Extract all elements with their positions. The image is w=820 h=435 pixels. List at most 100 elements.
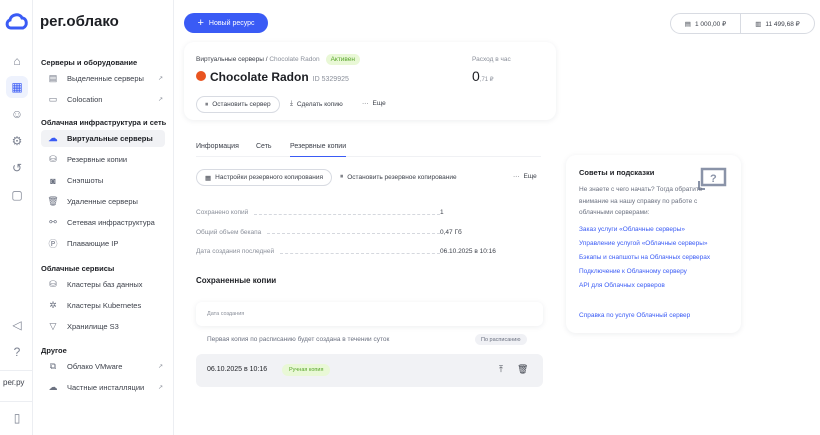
- database-icon: ⛁: [49, 279, 57, 289]
- panel-toggle-icon[interactable]: ▯: [13, 411, 21, 425]
- tabs: Информация Сеть Резервные копии: [196, 143, 541, 157]
- kubernetes-icon: ✲: [49, 300, 57, 310]
- history-icon[interactable]: ↺: [11, 161, 23, 175]
- backup-icon: ⛁: [49, 154, 57, 164]
- stat-row: Сохранено копий: [196, 209, 446, 216]
- backup-more-button[interactable]: ··· Еще: [513, 173, 537, 180]
- rack-icon: ▭: [48, 94, 58, 104]
- tips-card: Советы и подсказки ? Не знаете с чего на…: [566, 155, 741, 333]
- balance-bonus[interactable]: ▥ 11 499,68 ₽: [755, 20, 800, 28]
- sidebar-item[interactable]: Ⓟ Плавающие IP: [41, 235, 165, 252]
- copy-type-badge: Ручная копия: [282, 364, 331, 376]
- tip-link[interactable]: API для Облачных серверов: [579, 282, 665, 289]
- grid-icon[interactable]: ▦: [6, 76, 28, 98]
- sidebar-item[interactable]: ☁ Виртуальные серверы: [41, 130, 165, 147]
- external-link-icon: ↗: [157, 97, 163, 103]
- stat-value: 1: [440, 209, 444, 216]
- new-resource-button[interactable]: + Новый ресурс: [184, 13, 268, 33]
- server-icon: ▤: [48, 73, 58, 83]
- sidebar-item[interactable]: ▤ Выделенные серверы ↗: [41, 70, 165, 87]
- breadcrumb-parent[interactable]: Виртуальные серверы: [196, 56, 264, 63]
- plus-icon: +: [197, 17, 204, 29]
- document-user-icon[interactable]: ▢: [11, 188, 23, 202]
- tip-link[interactable]: Бэкапы и снапшоты на Облачных серверах: [579, 254, 711, 261]
- backup-settings-button[interactable]: ▦ Настройки резервного копирования: [196, 169, 333, 186]
- camera-icon: ◙: [50, 175, 56, 186]
- nav-section-title: Облачная инфраструктура и сеть: [41, 118, 167, 127]
- sidebar-item[interactable]: ◙ Снэпшоты: [41, 172, 165, 189]
- trash-icon[interactable]: 🗑: [517, 364, 529, 374]
- stop-server-button[interactable]: ⏸ Остановить сервер: [196, 96, 280, 113]
- sidebar-item[interactable]: ⧉ Облако VMware ↗: [41, 358, 165, 375]
- tab-backups[interactable]: Резервные копии: [290, 143, 347, 157]
- balance-main[interactable]: ▤ 1 000,00 ₽: [671, 14, 741, 33]
- sidebar-item[interactable]: ⚯ Сетевая инфраструктура: [41, 214, 165, 231]
- megaphone-icon[interactable]: ◁: [12, 318, 22, 332]
- ellipsis-icon: ···: [362, 100, 369, 107]
- sidebar-item[interactable]: ▽ Хранилище S3: [41, 318, 165, 335]
- stat-value: 06.10.2025 в 10:16: [440, 248, 496, 255]
- logo-cloud-icon[interactable]: [5, 12, 28, 30]
- tip-link[interactable]: Подключение к Облачному серверу: [579, 268, 687, 275]
- cloud-icon: ☁: [48, 133, 58, 143]
- regru-link[interactable]: рег.ру: [3, 378, 25, 387]
- nav-section-title: Другое: [41, 346, 67, 355]
- make-copy-button[interactable]: ⤓ Сделать копию: [290, 100, 343, 108]
- ubuntu-icon: [196, 71, 206, 81]
- tip-link[interactable]: Управление услугой «Облачные серверы»: [579, 240, 708, 247]
- restore-icon[interactable]: ⤒: [499, 364, 503, 374]
- sidebar-item[interactable]: 🗑 Удаленные серверы: [47, 196, 138, 206]
- breadcrumb: Виртуальные серверы / Chocolate Radon Ак…: [196, 54, 361, 65]
- sidebar-item[interactable]: ⛁ Кластеры баз данных: [41, 276, 165, 293]
- scheduled-badge: По расписанию: [475, 334, 527, 345]
- sidebar-item[interactable]: ⛁ Резервные копии: [41, 151, 165, 168]
- bucket-icon: ▽: [49, 321, 57, 331]
- vmware-icon: ⧉: [49, 361, 57, 371]
- hourly-cost: 0,71 ₽: [472, 68, 494, 84]
- ip-icon: Ⓟ: [48, 239, 58, 249]
- sidebar: рег.облако Серверы и оборудование ▤ Выделе…: [33, 0, 174, 435]
- tab-info[interactable]: Информация: [196, 143, 239, 150]
- network-icon: ⚯: [49, 217, 57, 227]
- pause-icon: ⏸: [205, 100, 209, 108]
- icon-rail: ⌂ ▦ ☺ ⚙ ↺ ▢ ◁ ? рег.ру ▯: [0, 0, 33, 435]
- wallet-icon: ▥: [755, 20, 762, 28]
- external-link-icon: ↗: [157, 76, 163, 82]
- server-title: Chocolate Radon ID 5329925: [196, 70, 349, 84]
- stat-row: Общий объем бекапа: [196, 229, 446, 236]
- stop-backup-button[interactable]: ⏸ Остановить резервное копирование: [340, 173, 457, 181]
- tip-link[interactable]: Заказ услуги «Облачные серверы»: [579, 226, 685, 233]
- coins-icon: ▤: [684, 20, 691, 28]
- table-row: 06.10.2025 в 10:16 Ручная копия ⤒ 🗑: [196, 354, 543, 387]
- cloud-install-icon: ☁: [48, 382, 58, 392]
- brand-name: рег.облако: [40, 13, 119, 30]
- scheduled-note: Первая копия по расписанию будет создана…: [207, 336, 390, 343]
- status-badge: Активен: [325, 54, 361, 65]
- server-card: Виртуальные серверы / Chocolate Radon Ак…: [184, 42, 556, 120]
- external-link-icon: ↗: [157, 364, 163, 370]
- sidebar-item[interactable]: ✲ Кластеры Kubernetes: [41, 297, 165, 314]
- help-screen-icon: ?: [698, 167, 727, 190]
- nav-section-title: Серверы и оборудование: [41, 58, 138, 67]
- stat-value: 0,47 Гб: [440, 228, 462, 236]
- calendar-icon: ▦: [205, 174, 212, 182]
- svg-text:?: ?: [710, 173, 717, 185]
- help-link[interactable]: Справка по услуге Облачный сервер: [579, 312, 691, 319]
- stat-row: Дата создания последней: [196, 248, 446, 255]
- saved-copies-title: Сохраненные копии: [196, 276, 277, 285]
- users-icon[interactable]: ☺: [10, 107, 24, 121]
- nav-section-title: Облачные сервисы: [41, 264, 115, 273]
- home-icon[interactable]: ⌂: [13, 54, 21, 68]
- tab-network[interactable]: Сеть: [256, 143, 272, 150]
- more-button[interactable]: ··· Еще: [362, 100, 386, 107]
- download-icon: ⤓: [290, 100, 293, 107]
- gear-icon[interactable]: ⚙: [11, 134, 23, 148]
- ellipsis-icon: ···: [513, 173, 520, 180]
- balance-pill[interactable]: ▤ 1 000,00 ₽ ▥ 11 499,68 ₽: [670, 13, 815, 34]
- external-link-icon: ↗: [157, 385, 163, 391]
- sidebar-item[interactable]: ☁ Частные инсталляции ↗: [41, 379, 165, 396]
- table-header: Дата создания: [196, 302, 543, 326]
- support-icon[interactable]: ?: [13, 345, 21, 359]
- sidebar-item[interactable]: ▭ Colocation ↗: [41, 91, 165, 108]
- server-id: ID 5329925: [312, 76, 349, 83]
